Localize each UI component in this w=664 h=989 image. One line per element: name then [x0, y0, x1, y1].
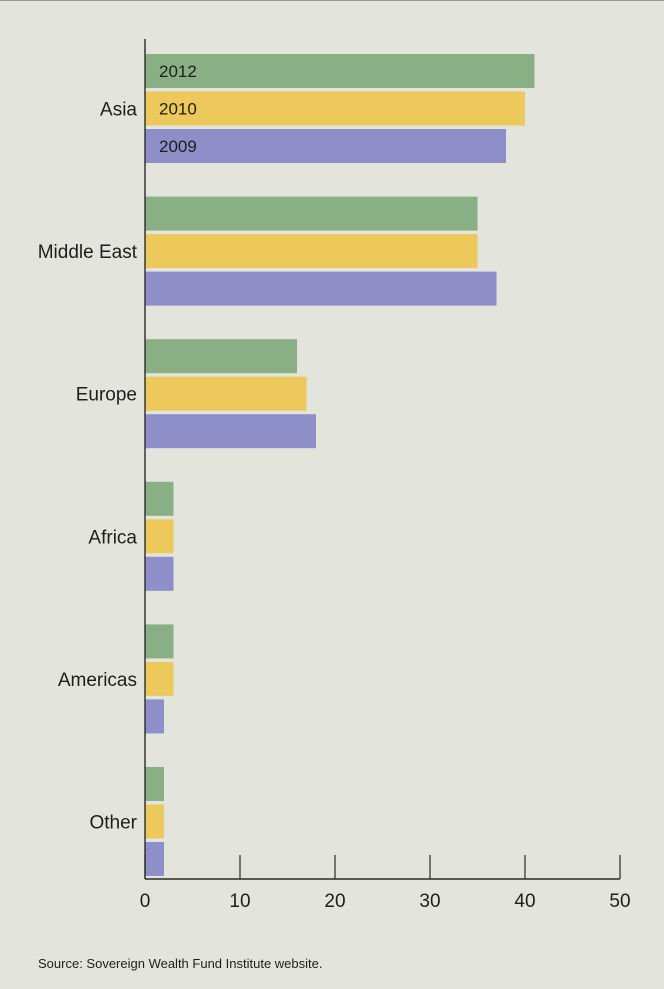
- bar-europe-2009: [145, 414, 316, 449]
- category-label: Asia: [100, 100, 137, 121]
- category-label: Europe: [76, 385, 137, 406]
- x-tick-label: 50: [609, 891, 630, 912]
- bar-middle-east-2009: [145, 271, 497, 306]
- source-note: Source: Sovereign Wealth Fund Institute …: [38, 956, 323, 971]
- bar-middle-east-2012: [145, 196, 478, 231]
- bar-africa-2009: [145, 556, 174, 591]
- bar-europe-2010: [145, 376, 307, 411]
- bar-americas-2012: [145, 624, 174, 659]
- x-tick-label: 40: [514, 891, 535, 912]
- x-tick-label: 10: [229, 891, 250, 912]
- x-tick-label: 20: [324, 891, 345, 912]
- bar-other-2010: [145, 804, 164, 839]
- legend-label-2012: 2012: [159, 62, 197, 81]
- x-tick-label: 0: [140, 891, 151, 912]
- bar-other-2012: [145, 767, 164, 801]
- bar-asia-2010: [145, 91, 525, 126]
- bar-europe-2012: [145, 339, 297, 374]
- legend-label-2009: 2009: [159, 137, 197, 156]
- bar-americas-2010: [145, 661, 174, 696]
- category-label: Africa: [88, 527, 137, 548]
- category-label: Other: [89, 813, 137, 834]
- legend-label-2010: 2010: [159, 100, 197, 119]
- bar-americas-2009: [145, 699, 164, 734]
- x-tick-label: 30: [419, 891, 440, 912]
- bar-africa-2012: [145, 481, 174, 516]
- bar-middle-east-2010: [145, 234, 478, 269]
- bar-other-2009: [145, 842, 164, 876]
- bar-africa-2010: [145, 519, 174, 554]
- bar-asia-2009: [145, 129, 506, 163]
- bar-asia-2012: [145, 54, 535, 88]
- category-label: Middle East: [38, 242, 138, 263]
- category-label: Americas: [58, 670, 137, 691]
